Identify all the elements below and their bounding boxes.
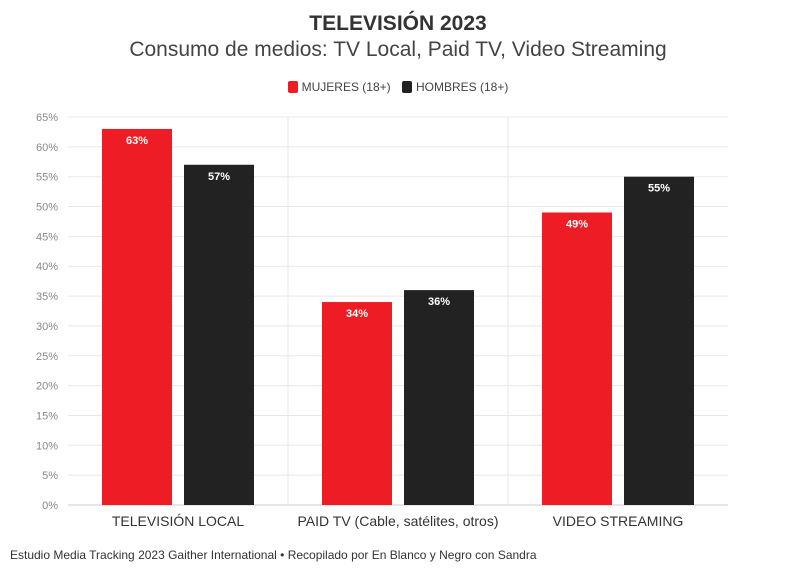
bar-hombres bbox=[404, 290, 474, 505]
data-label: 63% bbox=[126, 135, 148, 147]
y-tick-label: 20% bbox=[36, 381, 58, 393]
legend-item-mujeres[interactable]: MUJERES (18+) bbox=[287, 80, 391, 94]
x-category-label: TELEVISIÓN LOCAL bbox=[112, 513, 244, 529]
legend: MUJERES (18+) HOMBRES (18+) bbox=[0, 80, 796, 96]
chart-subtitle: Consumo de medios: TV Local, Paid TV, Vi… bbox=[129, 38, 667, 61]
y-tick-label: 30% bbox=[36, 321, 58, 333]
y-tick-label: 40% bbox=[36, 261, 58, 273]
x-category-label: PAID TV (Cable, satélites, otros) bbox=[298, 513, 499, 529]
legend-label-hombres: HOMBRES (18+) bbox=[416, 80, 509, 94]
y-tick-label: 45% bbox=[36, 231, 58, 243]
legend-label-mujeres: MUJERES (18+) bbox=[301, 80, 391, 94]
bar-hombres bbox=[184, 164, 254, 505]
y-tick-label: 50% bbox=[36, 202, 58, 214]
y-tick-label: 60% bbox=[36, 142, 58, 154]
y-tick-label: 15% bbox=[36, 410, 58, 422]
y-tick-label: 65% bbox=[36, 112, 58, 124]
y-tick-label: 0% bbox=[42, 500, 58, 512]
source-footer: Estudio Media Tracking 2023 Gaither Inte… bbox=[10, 548, 537, 562]
bar-mujeres bbox=[542, 212, 612, 505]
y-tick-label: 55% bbox=[36, 172, 58, 184]
bar-hombres bbox=[624, 176, 694, 505]
bar-mujeres bbox=[322, 302, 392, 505]
legend-swatch-mujeres bbox=[287, 81, 298, 93]
y-tick-label: 35% bbox=[36, 291, 58, 303]
y-tick-label: 5% bbox=[42, 470, 58, 482]
y-tick-label: 25% bbox=[36, 351, 58, 363]
data-label: 55% bbox=[648, 183, 670, 195]
data-label: 57% bbox=[208, 171, 230, 183]
data-label: 36% bbox=[428, 296, 450, 308]
chart-title: TELEVISIÓN 2023 bbox=[309, 12, 487, 35]
legend-item-hombres[interactable]: HOMBRES (18+) bbox=[402, 80, 508, 94]
y-tick-label: 10% bbox=[36, 440, 58, 452]
x-category-label: VIDEO STREAMING bbox=[553, 513, 684, 529]
data-label: 49% bbox=[566, 219, 588, 231]
legend-swatch-hombres bbox=[402, 81, 412, 93]
bar-mujeres bbox=[102, 128, 172, 505]
data-label: 34% bbox=[346, 308, 368, 320]
